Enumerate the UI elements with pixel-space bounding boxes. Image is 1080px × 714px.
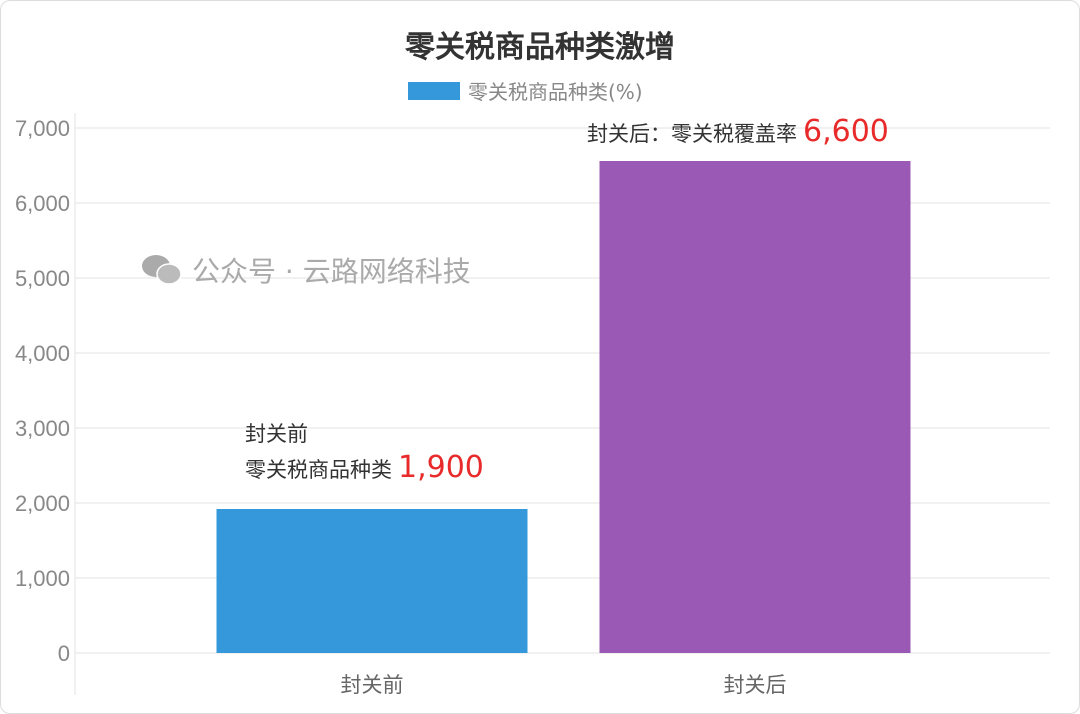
y-tick-label: 0 bbox=[58, 641, 70, 666]
x-tick-label: 封关前 bbox=[341, 673, 404, 697]
y-tick-label: 1,000 bbox=[15, 566, 70, 591]
y-tick-label: 7,000 bbox=[15, 116, 70, 141]
annotation-before-value: 1,900 bbox=[398, 450, 484, 485]
annotation-before-line2: 零关税商品种类 bbox=[245, 458, 392, 482]
annotation-after-value: 6,600 bbox=[803, 114, 889, 149]
x-tick-label: 封关后 bbox=[724, 673, 787, 697]
legend-swatch bbox=[408, 81, 460, 100]
watermark: 公众号 · 云路网络科技 bbox=[140, 250, 471, 290]
bar-2 bbox=[599, 161, 911, 653]
bar-1 bbox=[216, 509, 528, 653]
annotation-after-line1: 封关后：零关税覆盖率 bbox=[587, 122, 797, 146]
annotation-before: 封关前 零关税商品种类 1,900 bbox=[245, 418, 484, 485]
y-tick-label: 4,000 bbox=[15, 341, 70, 366]
annotation-after: 封关后：零关税覆盖率 6,600 bbox=[587, 114, 889, 149]
watermark-text: 公众号 · 云路网络科技 bbox=[192, 255, 471, 288]
y-tick-label: 2,000 bbox=[15, 491, 70, 516]
wechat-icon bbox=[142, 255, 182, 285]
annotation-before-line1: 封关前 bbox=[245, 422, 308, 446]
chart-title: 零关税商品种类激增 bbox=[405, 30, 675, 65]
y-tick-label: 5,000 bbox=[15, 266, 70, 291]
legend[interactable]: 零关税商品种类(%) bbox=[408, 76, 643, 105]
y-tick-label: 6,000 bbox=[15, 191, 70, 216]
legend-label: 零关税商品种类(%) bbox=[468, 80, 643, 104]
y-tick-label: 3,000 bbox=[15, 416, 70, 441]
